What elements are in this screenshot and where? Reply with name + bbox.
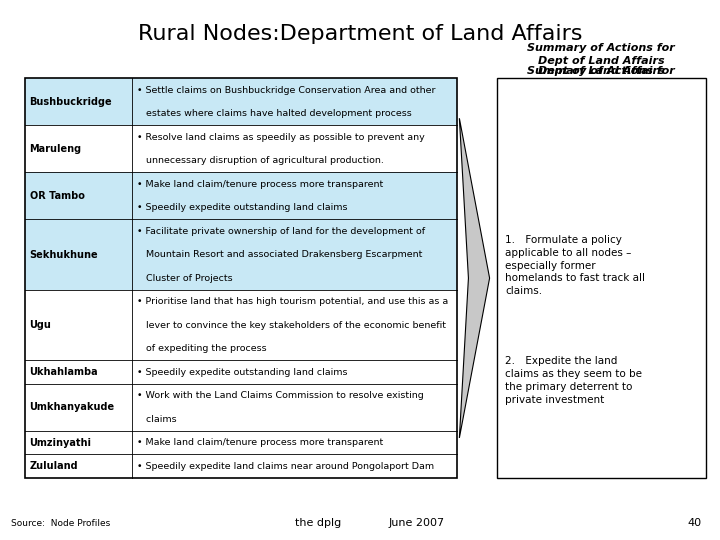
Text: unnecessary disruption of agricultural production.: unnecessary disruption of agricultural p… <box>137 156 384 165</box>
Bar <box>497 78 706 478</box>
Text: Rural Nodes:Department of Land Affairs: Rural Nodes:Department of Land Affairs <box>138 24 582 44</box>
Text: 1. Formulate a policy
applicable to all nodes –
especially former
homelands to f: 1. Formulate a policy applicable to all … <box>505 235 645 296</box>
Text: • Settle claims on Bushbuckridge Conservation Area and other: • Settle claims on Bushbuckridge Conserv… <box>137 85 436 94</box>
Text: 40: 40 <box>688 518 702 528</box>
Text: Umzinyathi: Umzinyathi <box>30 437 91 448</box>
Text: Dept of Land Affairs: Dept of Land Affairs <box>538 54 665 76</box>
Text: Bushbuckridge: Bushbuckridge <box>30 97 112 107</box>
Text: Umkhanyakude: Umkhanyakude <box>30 402 114 413</box>
Text: Zululand: Zululand <box>30 461 78 471</box>
Text: • Resolve land claims as speedily as possible to prevent any: • Resolve land claims as speedily as pos… <box>137 132 425 141</box>
Text: • Speedily expedite outstanding land claims: • Speedily expedite outstanding land cla… <box>137 203 347 212</box>
Text: the dplg: the dplg <box>295 518 341 528</box>
Text: estates where claims have halted development process: estates where claims have halted develop… <box>137 109 412 118</box>
Text: Ukhahlamba: Ukhahlamba <box>30 367 98 377</box>
Text: of expediting the process: of expediting the process <box>137 344 266 353</box>
Bar <box>25 78 457 478</box>
Bar <box>25 219 457 290</box>
Text: • Speedily expedite outstanding land claims: • Speedily expedite outstanding land cla… <box>137 368 347 376</box>
Text: Summary of Actions for
Dept of Land Affairs: Summary of Actions for Dept of Land Affa… <box>527 43 675 66</box>
Text: Ugu: Ugu <box>30 320 51 330</box>
Polygon shape <box>459 118 490 438</box>
Text: • Work with the Land Claims Commission to resolve existing: • Work with the Land Claims Commission t… <box>137 391 423 400</box>
Text: 2. Expedite the land
claims as they seem to be
the primary deterrent to
private : 2. Expedite the land claims as they seem… <box>505 356 642 405</box>
Text: Sekhukhune: Sekhukhune <box>30 249 98 260</box>
Text: Cluster of Projects: Cluster of Projects <box>137 274 233 282</box>
Text: Summary of Actions for: Summary of Actions for <box>527 65 675 76</box>
Text: OR Tambo: OR Tambo <box>30 191 84 201</box>
Text: Source:  Node Profiles: Source: Node Profiles <box>11 519 110 528</box>
Text: • Prioritise land that has high tourism potential, and use this as a: • Prioritise land that has high tourism … <box>137 297 448 306</box>
Text: • Speedily expedite land claims near around Pongolaport Dam: • Speedily expedite land claims near aro… <box>137 462 434 471</box>
Bar <box>25 78 457 125</box>
Text: claims: claims <box>137 415 176 424</box>
Text: • Make land claim/tenure process more transparent: • Make land claim/tenure process more tr… <box>137 438 383 447</box>
Text: • Facilitate private ownership of land for the development of: • Facilitate private ownership of land f… <box>137 227 425 235</box>
Text: June 2007: June 2007 <box>389 518 445 528</box>
Text: Maruleng: Maruleng <box>30 144 81 154</box>
Text: • Make land claim/tenure process more transparent: • Make land claim/tenure process more tr… <box>137 180 383 188</box>
Bar <box>25 172 457 219</box>
Text: lever to convince the key stakeholders of the economic benefit: lever to convince the key stakeholders o… <box>137 321 446 329</box>
Text: Mountain Resort and associated Drakensberg Escarpment: Mountain Resort and associated Drakensbe… <box>137 250 422 259</box>
